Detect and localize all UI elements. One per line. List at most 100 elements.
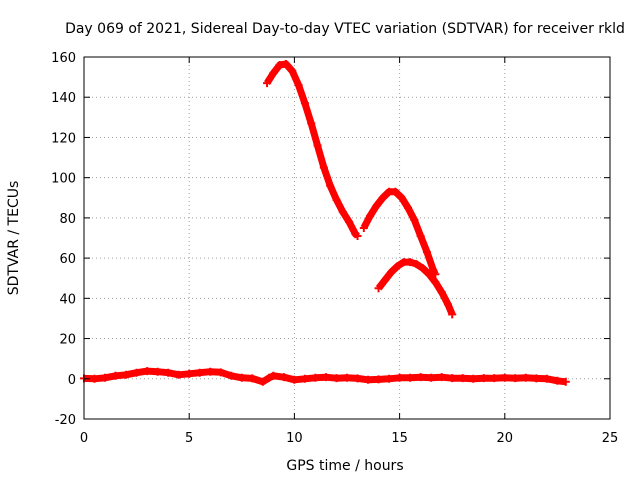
- data-point: [532, 374, 541, 383]
- grid-lines: [84, 57, 610, 419]
- data-point: [321, 373, 330, 382]
- data-point: [553, 376, 562, 385]
- x-tick-label: 10: [286, 431, 303, 446]
- data-point: [313, 141, 322, 150]
- chart-title: Day 069 of 2021, Sidereal Day-to-day VTE…: [65, 21, 625, 37]
- data-point: [143, 367, 152, 376]
- data-point: [300, 99, 309, 108]
- data-point: [275, 61, 284, 70]
- data-point: [281, 60, 290, 69]
- data-point: [427, 373, 436, 382]
- x-tick-label: 20: [497, 431, 514, 446]
- data-point: [258, 377, 267, 386]
- data-point: [458, 374, 467, 383]
- data-point: [288, 67, 297, 76]
- data-point: [290, 375, 299, 384]
- data-point: [448, 310, 457, 319]
- data-point: [206, 367, 215, 376]
- data-point: [195, 368, 204, 377]
- data-point: [227, 371, 236, 380]
- data-point: [263, 79, 272, 88]
- data-point: [561, 377, 570, 386]
- data-point: [164, 368, 173, 377]
- data-point: [279, 373, 288, 382]
- data-point: [326, 181, 335, 190]
- data-point: [410, 215, 419, 224]
- y-axis-label: SDTVAR / TECUs: [6, 181, 22, 296]
- data-point: [345, 217, 354, 226]
- data-point: [269, 69, 278, 78]
- data-point: [300, 374, 309, 383]
- x-tick-label: 5: [185, 431, 193, 446]
- data-point: [332, 195, 341, 204]
- data-point: [469, 374, 478, 383]
- y-tick-label: 120: [51, 131, 76, 146]
- data-point: [416, 231, 425, 240]
- y-tick-label: 80: [59, 212, 76, 227]
- data-point: [294, 81, 303, 90]
- data-point: [359, 223, 368, 232]
- data-point: [111, 371, 120, 380]
- data-point: [374, 284, 383, 293]
- data-point: [385, 374, 394, 383]
- y-tick-label: 20: [59, 333, 76, 348]
- data-point: [174, 370, 183, 379]
- y-tick-label: 60: [59, 252, 76, 267]
- data-point: [372, 201, 381, 210]
- data-point: [395, 373, 404, 382]
- data-point: [319, 163, 328, 172]
- y-tick-label: -20: [55, 413, 76, 428]
- x-tick-label: 25: [602, 431, 619, 446]
- y-axis-ticks: -20 0 20 40 60 80 100 120 140 160: [51, 51, 610, 428]
- plot-frame: [83, 56, 611, 420]
- data-point: [353, 374, 362, 383]
- series-4-track: [375, 258, 456, 316]
- data-point: [416, 373, 425, 382]
- x-tick-label: 0: [80, 431, 88, 446]
- data-point: [429, 266, 438, 275]
- data-point: [248, 374, 257, 383]
- data-point: [406, 373, 415, 382]
- y-tick-label: 100: [51, 172, 76, 187]
- data-point: [425, 270, 434, 279]
- data-point: [511, 374, 520, 383]
- data-point: [393, 262, 402, 271]
- series-2-track: [264, 60, 360, 239]
- data-point: [406, 258, 415, 267]
- data-point: [307, 119, 316, 128]
- data-series: [80, 60, 570, 386]
- data-point: [90, 374, 99, 383]
- data-point: [332, 374, 341, 383]
- data-point: [101, 373, 110, 382]
- data-point: [132, 368, 141, 377]
- data-point: [374, 375, 383, 384]
- data-point: [237, 373, 246, 382]
- data-point: [153, 367, 162, 376]
- data-point: [443, 300, 452, 309]
- data-point: [437, 288, 446, 297]
- data-point: [422, 248, 431, 257]
- x-axis-label: GPS time / hours: [286, 458, 403, 474]
- data-point: [364, 375, 373, 384]
- data-point: [353, 231, 362, 240]
- y-tick-label: 160: [51, 51, 76, 66]
- x-tick-label: 15: [391, 431, 408, 446]
- data-point: [366, 211, 375, 220]
- data-point: [338, 207, 347, 216]
- data-point: [343, 373, 351, 382]
- data-point: [397, 193, 406, 202]
- x-axis-ticks: 0 5 10 15 20 25: [80, 57, 618, 446]
- y-tick-label: 140: [51, 91, 76, 106]
- data-point: [269, 371, 278, 380]
- y-tick-label: 0: [68, 373, 76, 388]
- data-point: [479, 374, 488, 383]
- data-point: [122, 370, 131, 379]
- data-point: [265, 373, 274, 382]
- data-point: [216, 368, 225, 377]
- data-point: [418, 264, 427, 273]
- data-point: [490, 374, 499, 383]
- data-point: [391, 187, 400, 196]
- data-point: [387, 268, 396, 277]
- data-point: [311, 373, 320, 382]
